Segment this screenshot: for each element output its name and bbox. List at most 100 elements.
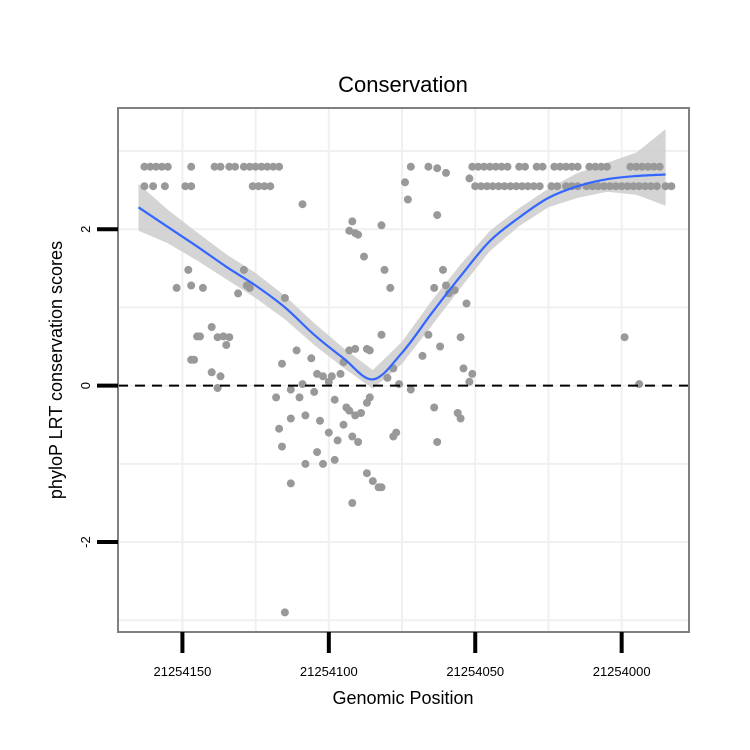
data-point: [638, 162, 647, 171]
data-point: [239, 162, 248, 171]
data-point: [456, 333, 465, 342]
data-point: [140, 162, 149, 171]
data-point: [368, 477, 377, 486]
data-point: [629, 182, 638, 191]
data-point: [661, 182, 670, 191]
data-point: [280, 608, 289, 617]
data-point: [163, 162, 172, 171]
data-point: [480, 162, 488, 171]
data-point: [377, 330, 386, 339]
data-point: [430, 403, 439, 412]
data-point: [456, 414, 465, 423]
data-point: [500, 182, 509, 191]
data-point: [222, 341, 231, 349]
data-point: [286, 385, 295, 394]
data-point: [605, 182, 614, 191]
data-point: [234, 289, 243, 298]
data-point: [433, 438, 442, 446]
data-point: [641, 182, 650, 191]
data-point: [351, 344, 360, 353]
data-point: [468, 369, 477, 378]
data-point: [286, 479, 295, 488]
data-point: [295, 393, 304, 402]
y-tick-label: -2: [78, 536, 93, 548]
data-point: [324, 428, 333, 437]
data-point: [383, 373, 392, 382]
y-axis: -2 0 2: [78, 226, 118, 548]
data-point: [377, 483, 386, 492]
x-tick-label: 21254100: [300, 664, 358, 679]
data-point: [181, 182, 190, 191]
data-point: [562, 162, 570, 171]
data-point: [140, 182, 149, 191]
data-point: [620, 333, 629, 342]
data-point: [345, 406, 354, 415]
data-point: [465, 174, 474, 183]
data-point: [477, 182, 486, 191]
data-point: [386, 283, 395, 292]
data-point: [506, 182, 515, 191]
data-point: [518, 182, 527, 191]
data-point: [157, 162, 166, 171]
data-point: [348, 217, 357, 226]
data-point: [190, 355, 199, 364]
data-point: [184, 265, 193, 274]
chart-title: Conservation: [338, 72, 468, 97]
data-point: [483, 182, 491, 191]
data-point: [468, 162, 477, 171]
data-point: [278, 359, 286, 368]
data-point: [301, 459, 310, 468]
data-point: [512, 182, 521, 191]
data-point: [424, 330, 433, 339]
data-point: [485, 162, 494, 171]
data-point: [254, 182, 263, 191]
data-point: [567, 162, 576, 171]
data-point: [196, 332, 204, 341]
data-point: [523, 182, 532, 191]
data-point: [497, 162, 506, 171]
data-point: [298, 200, 307, 209]
data-point: [406, 385, 415, 394]
data-point: [310, 387, 319, 396]
data-point: [207, 368, 216, 377]
data-point: [547, 182, 556, 191]
data-point: [515, 162, 524, 171]
data-point: [494, 182, 503, 191]
data-point: [313, 448, 322, 457]
data-point: [529, 182, 538, 191]
data-point: [149, 182, 158, 191]
points-layer: [140, 162, 676, 617]
data-point: [213, 384, 222, 392]
data-point: [231, 162, 240, 171]
data-point: [626, 162, 635, 171]
data-point: [225, 162, 234, 171]
data-point: [474, 162, 483, 171]
data-point: [406, 162, 415, 171]
x-axis-label: Genomic Position: [332, 688, 473, 708]
data-point: [465, 377, 474, 386]
x-tick-label: 21254050: [446, 664, 504, 679]
data-point: [436, 342, 445, 351]
data-point: [251, 162, 260, 171]
data-point: [360, 252, 368, 261]
data-point: [556, 162, 565, 171]
data-point: [263, 162, 272, 171]
smooth-fit-line: [137, 173, 666, 381]
data-point: [286, 414, 295, 423]
data-point: [433, 164, 442, 173]
x-tick-label: 21254000: [593, 664, 651, 679]
data-point: [269, 162, 278, 171]
smooth-line-layer: [137, 173, 666, 381]
data-point: [275, 424, 284, 433]
data-point: [266, 182, 275, 191]
data-point: [471, 182, 480, 191]
data-point: [491, 162, 500, 171]
y-tick-label: 0: [78, 382, 93, 389]
data-point: [357, 409, 365, 417]
data-point: [187, 281, 196, 290]
y-axis-label: phyloP LRT conservation scores: [46, 241, 66, 499]
plot-panel: [117, 107, 690, 633]
data-point: [433, 211, 442, 220]
data-point: [635, 182, 644, 191]
